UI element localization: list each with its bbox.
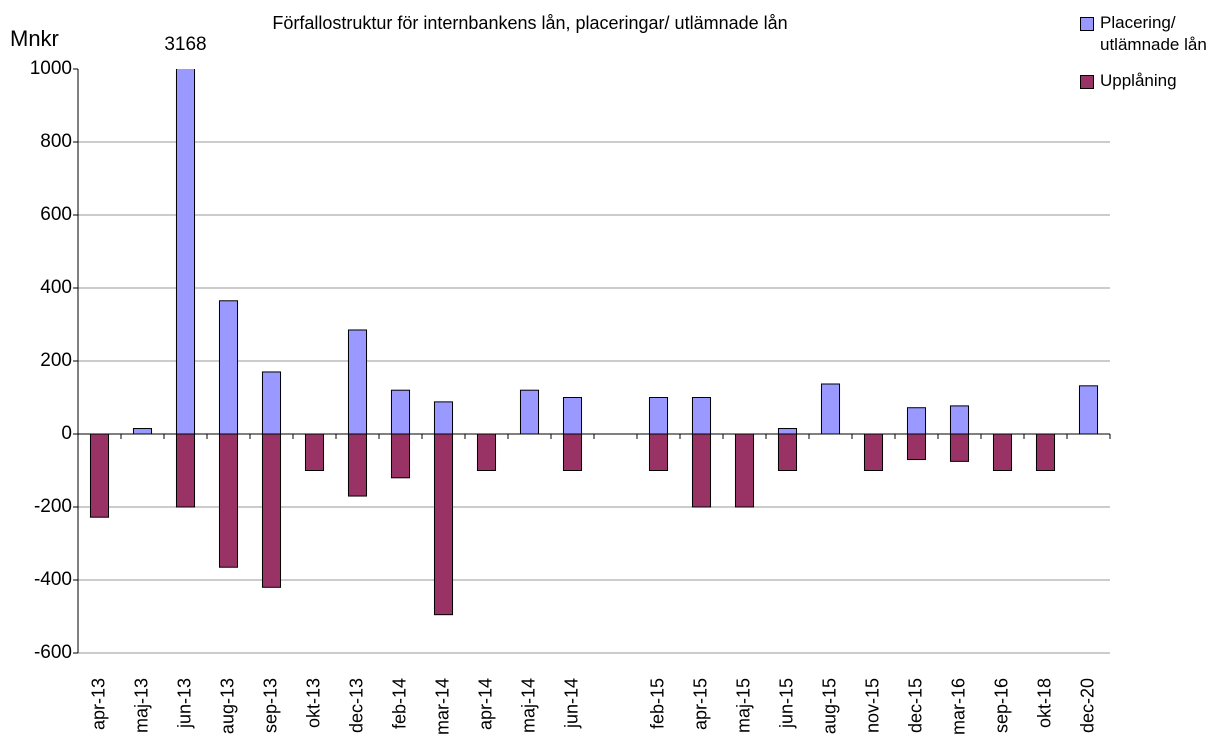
- bar: [734, 433, 755, 508]
- x-tick-label: dec-20: [1077, 678, 1097, 733]
- bar: [906, 433, 927, 461]
- x-tick-label: maj-14: [518, 678, 538, 733]
- bar: [691, 433, 712, 508]
- x-tick-label: dec-15: [905, 678, 925, 733]
- y-axis-label: Mnkr: [10, 26, 59, 51]
- bar: [820, 383, 841, 435]
- bar: [906, 407, 927, 435]
- x-tick-label: jun-15: [776, 678, 796, 729]
- bar: [777, 428, 798, 435]
- bar: [132, 428, 153, 435]
- bar: [304, 433, 325, 471]
- x-tick-label: dec-13: [346, 678, 366, 733]
- y-tick-label: 0: [61, 423, 72, 444]
- x-tick-label: nov-15: [862, 678, 882, 733]
- y-tick-label: 600: [40, 204, 72, 225]
- bar: [992, 433, 1013, 471]
- legend-item: Placering/ utlämnade lån: [1080, 12, 1226, 56]
- x-tick-label: aug-15: [819, 678, 839, 734]
- y-tick-label: 800: [40, 131, 72, 152]
- bar: [691, 397, 712, 435]
- bar: [390, 433, 411, 479]
- x-tick-label: mar-16: [948, 678, 968, 735]
- bar: [218, 300, 239, 435]
- bar: [949, 433, 970, 462]
- chart-title: Förfallostruktur för internbankens lån, …: [272, 13, 787, 33]
- bar: [89, 433, 110, 518]
- y-tick-label: 200: [40, 350, 72, 371]
- x-tick-label: aug-13: [217, 678, 237, 734]
- legend-swatch: [1080, 75, 1094, 89]
- bar: [648, 397, 669, 435]
- y-tick-label: -400: [34, 569, 72, 590]
- bar: [433, 433, 454, 616]
- y-tick-label: -600: [34, 642, 72, 663]
- x-tick-label: okt-18: [1034, 678, 1054, 728]
- legend: Placering/ utlämnade lån Upplåning: [1080, 12, 1226, 106]
- bar: [347, 329, 368, 435]
- bar: [261, 433, 282, 588]
- bar: [648, 433, 669, 471]
- y-tick-label: 400: [40, 277, 72, 298]
- x-tick-label: feb-14: [389, 678, 409, 729]
- bar: [433, 401, 454, 435]
- x-tick-label: jun-14: [561, 678, 581, 729]
- x-tick-label: maj-13: [131, 678, 151, 733]
- bar: [347, 433, 368, 497]
- x-tick-label: mar-14: [432, 678, 452, 735]
- bar: [175, 69, 196, 435]
- legend-label: Upplåning: [1100, 71, 1177, 90]
- bar: [519, 389, 540, 435]
- x-tick-label: sep-16: [991, 678, 1011, 733]
- x-tick-label: apr-15: [690, 678, 710, 730]
- bar: [562, 397, 583, 435]
- x-tick-label: apr-13: [88, 678, 108, 730]
- y-tick-label: 1000: [30, 58, 72, 79]
- x-tick-label: jun-13: [174, 678, 194, 729]
- bar: [390, 389, 411, 435]
- bar: [562, 433, 583, 471]
- y-tick-label: -200: [34, 496, 72, 517]
- data-label: 3168: [164, 34, 206, 55]
- legend-label: Placering/ utlämnade lån: [1100, 13, 1207, 54]
- bar: [218, 433, 239, 568]
- bar: [777, 433, 798, 471]
- x-tick-label: okt-13: [303, 678, 323, 728]
- bar: [949, 405, 970, 435]
- x-tick-label: apr-14: [475, 678, 495, 730]
- x-tick-label: sep-13: [260, 678, 280, 733]
- legend-swatch: [1080, 17, 1094, 31]
- x-tick-label: maj-15: [733, 678, 753, 733]
- bar: [261, 371, 282, 435]
- bar: [175, 433, 196, 508]
- bar: [863, 433, 884, 471]
- bar: [476, 433, 497, 471]
- legend-item: Upplåning: [1080, 70, 1226, 92]
- bar: [1078, 385, 1099, 435]
- x-tick-label: feb-15: [647, 678, 667, 729]
- bar: [1035, 433, 1056, 471]
